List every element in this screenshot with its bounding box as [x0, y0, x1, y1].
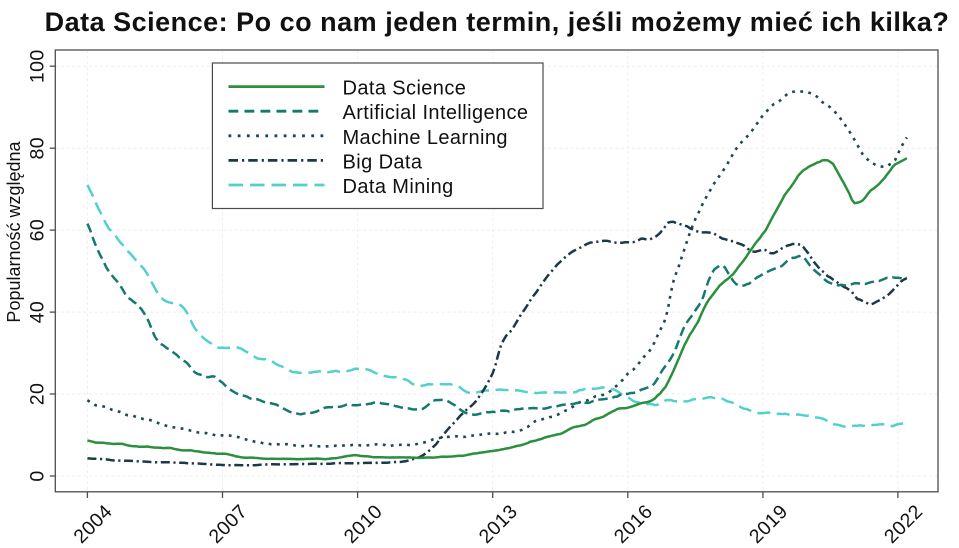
svg-text:Big Data: Big Data — [343, 151, 423, 173]
svg-text:Artificial Intelligence: Artificial Intelligence — [343, 102, 529, 124]
svg-text:Data Science: Po co nam jeden: Data Science: Po co nam jeden termin, je… — [45, 7, 950, 37]
svg-text:80: 80 — [27, 137, 49, 160]
svg-text:0: 0 — [27, 470, 49, 481]
svg-text:60: 60 — [27, 219, 49, 242]
svg-text:20: 20 — [27, 383, 49, 406]
svg-text:40: 40 — [27, 301, 49, 324]
svg-text:Machine Learning: Machine Learning — [343, 127, 508, 149]
svg-text:100: 100 — [27, 49, 49, 83]
svg-text:Data Mining: Data Mining — [343, 176, 454, 198]
svg-text:Popularność względna: Popularność względna — [4, 140, 24, 322]
svg-text:Data Science: Data Science — [343, 78, 467, 100]
